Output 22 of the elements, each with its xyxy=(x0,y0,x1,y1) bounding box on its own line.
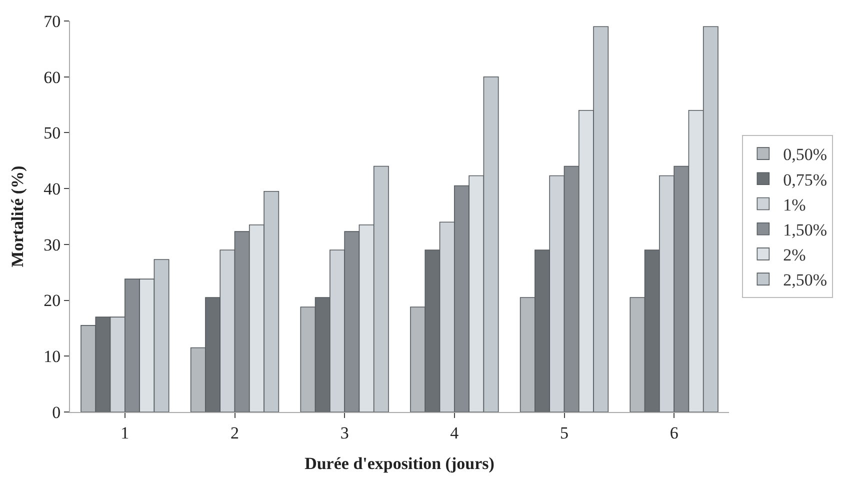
legend-label: 2,50% xyxy=(783,270,828,290)
x-tick-label: 1 xyxy=(120,423,130,442)
y-tick-label: 50 xyxy=(44,124,61,143)
legend-label: 1% xyxy=(783,195,806,214)
legend-label: 0,75% xyxy=(783,170,828,190)
x-tick-label: 3 xyxy=(340,423,349,442)
x-tick-label: 2 xyxy=(230,423,239,442)
x-tick-label: 4 xyxy=(450,423,460,442)
legend-label: 2% xyxy=(783,246,806,265)
y-axis-title: Mortalité (%) xyxy=(8,166,28,268)
y-tick-label: 20 xyxy=(44,291,61,310)
y-tick-label: 0 xyxy=(52,402,61,422)
x-axis-title: Durée d'exposition (jours) xyxy=(304,454,494,473)
y-tick-label: 40 xyxy=(44,180,61,199)
y-tick-label: 30 xyxy=(44,235,61,254)
y-tick-label: 60 xyxy=(44,68,61,87)
x-tick-label: 5 xyxy=(560,423,568,442)
y-tick-label: 10 xyxy=(44,347,61,366)
legend-label: 0,50% xyxy=(783,145,828,164)
legend-label: 1,50% xyxy=(783,220,828,240)
x-tick-label: 6 xyxy=(670,423,678,442)
y-tick-label: 70 xyxy=(44,12,61,31)
